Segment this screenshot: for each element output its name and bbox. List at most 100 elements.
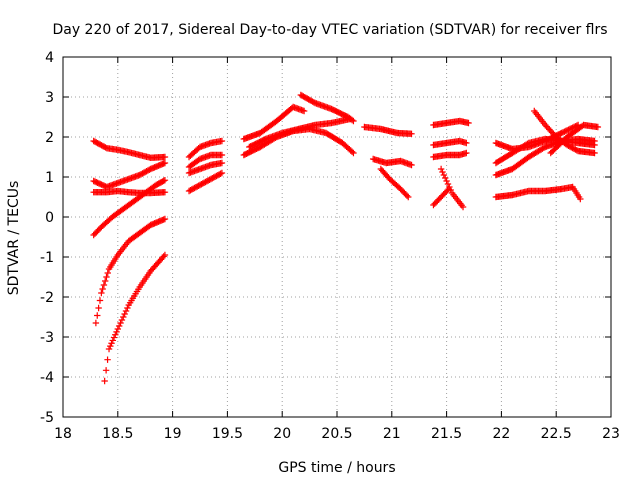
series-s8 xyxy=(185,151,226,171)
series-s24 xyxy=(492,135,598,179)
y-tick-label: 1 xyxy=(45,170,54,186)
series-s11 xyxy=(240,103,308,143)
data-point xyxy=(214,172,222,179)
data-point xyxy=(206,176,213,183)
data-point xyxy=(104,356,111,363)
series-s4 xyxy=(90,177,169,239)
data-point xyxy=(213,172,220,180)
series-s16 xyxy=(369,155,415,169)
data-point xyxy=(405,193,412,201)
data-point xyxy=(96,297,104,304)
series-s14 xyxy=(297,91,357,125)
data-point xyxy=(546,126,553,133)
data-point xyxy=(205,177,212,184)
data-point xyxy=(563,141,571,149)
y-tick-label: 2 xyxy=(45,130,54,146)
data-point xyxy=(113,328,120,336)
x-tick-label: 20.5 xyxy=(321,426,352,442)
data-point xyxy=(547,127,554,135)
data-point xyxy=(121,310,128,318)
x-tick-label: 22 xyxy=(492,426,510,442)
data-point xyxy=(350,149,357,157)
data-point xyxy=(591,137,598,145)
data-point xyxy=(103,273,110,281)
series-s1 xyxy=(90,137,169,161)
x-tick-label: 20 xyxy=(273,426,291,442)
data-point xyxy=(570,145,578,152)
data-point xyxy=(548,129,556,136)
data-point xyxy=(408,130,415,137)
data-point xyxy=(568,144,575,151)
data-point xyxy=(161,177,169,184)
data-point xyxy=(192,184,200,191)
x-tick-labels: 18 18.5 19 19.5 20 20.5 21 21.5 22 22.5 23 xyxy=(54,426,620,442)
data-point xyxy=(218,151,226,159)
data-point xyxy=(189,185,197,192)
data-point xyxy=(144,167,152,174)
data-point xyxy=(463,139,470,147)
plot-frame xyxy=(62,56,612,418)
data-point xyxy=(211,173,219,180)
series-s3 xyxy=(90,187,169,197)
data-point xyxy=(218,137,226,145)
data-point xyxy=(577,195,584,203)
data-point xyxy=(465,119,472,127)
x-tick-label: 21 xyxy=(383,426,401,442)
series-s7 xyxy=(185,137,226,161)
data-point xyxy=(198,181,205,188)
series-s10 xyxy=(185,169,226,195)
data-point xyxy=(160,253,167,260)
series-s6 xyxy=(101,251,169,385)
data-point xyxy=(142,168,149,176)
data-point xyxy=(188,186,195,193)
data-point xyxy=(348,116,356,124)
data-point xyxy=(196,181,204,189)
data-point xyxy=(139,170,146,177)
data-point xyxy=(444,187,451,194)
data-point xyxy=(561,128,568,135)
data-point xyxy=(403,192,411,199)
x-tick-label: 21.5 xyxy=(431,426,462,442)
data-point xyxy=(140,169,148,176)
data-point xyxy=(408,161,415,169)
data-point xyxy=(558,129,565,137)
series-s25 xyxy=(492,121,582,153)
series-s27 xyxy=(492,183,584,203)
data-point xyxy=(565,126,572,133)
data-point xyxy=(300,107,308,115)
series-s18 xyxy=(430,117,472,129)
data-point xyxy=(348,148,356,155)
x-tick-label: 19.5 xyxy=(212,426,243,442)
data-point xyxy=(104,269,111,277)
data-point xyxy=(195,156,202,164)
series-s22 xyxy=(430,185,452,209)
data-point xyxy=(543,123,550,130)
data-point xyxy=(215,171,223,178)
data-point xyxy=(108,340,115,347)
data-point xyxy=(107,342,114,350)
data-point xyxy=(110,334,118,341)
y-tick-label: 4 xyxy=(45,50,54,66)
series-s2 xyxy=(90,159,169,191)
data-point xyxy=(439,168,446,176)
y-tick-label: -4 xyxy=(40,370,54,386)
series-s21 xyxy=(437,165,467,211)
data-point xyxy=(207,175,215,183)
data-point xyxy=(122,307,130,315)
data-point xyxy=(187,187,194,194)
data-point xyxy=(209,175,216,182)
data-point xyxy=(559,129,567,136)
data-point xyxy=(444,180,452,188)
data-point xyxy=(112,331,119,338)
data-point xyxy=(124,304,131,312)
data-point xyxy=(101,377,108,385)
data-point xyxy=(200,179,208,186)
data-point xyxy=(161,251,169,259)
grid-lines xyxy=(63,57,611,417)
data-point xyxy=(143,168,150,175)
data-point xyxy=(569,144,576,152)
data-point xyxy=(114,325,121,333)
x-tick-label: 18 xyxy=(54,426,72,442)
y-tick-label: 3 xyxy=(45,90,54,106)
